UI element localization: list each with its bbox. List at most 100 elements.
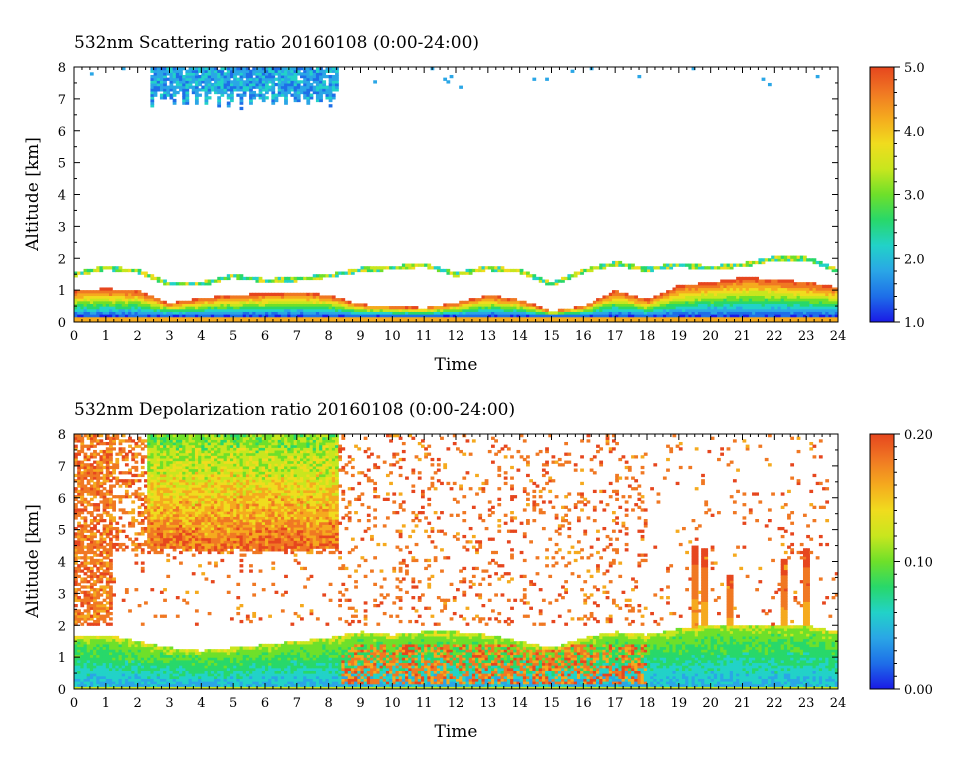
depolarization-heat-cell xyxy=(131,681,136,685)
depolarization-heat-cell xyxy=(128,678,132,682)
depolarization-heat-cell xyxy=(105,542,110,547)
depolarization-heat-cell xyxy=(74,473,78,478)
scattering-heat-cell xyxy=(255,308,260,312)
scattering-heat-cell xyxy=(156,316,161,320)
scattering-heat-cell xyxy=(242,90,247,95)
colorbar-tick-label: 1.0 xyxy=(904,316,925,331)
scattering-heat-cell xyxy=(214,74,218,79)
scattering-heat-cell xyxy=(761,287,766,291)
scattering-heat-cell xyxy=(774,314,779,318)
depolarization-heat-cell xyxy=(96,651,101,656)
scattering-heat-cell xyxy=(818,316,823,320)
scattering-heat-cell xyxy=(742,298,747,302)
scattering-heat-cell xyxy=(300,74,304,79)
scattering-heat-cell xyxy=(105,308,110,312)
scattering-heat-cell xyxy=(198,74,202,79)
depolarization-heat-cell xyxy=(89,526,94,531)
scattering-heat-cell xyxy=(322,82,327,87)
scattering-heat-cell xyxy=(229,98,234,103)
scattering-heat-cell xyxy=(201,282,206,286)
depolarization-heat-cell xyxy=(99,683,104,687)
scattering-heat-cell xyxy=(341,316,346,320)
depolarization-heat-cell xyxy=(134,654,139,658)
x-tick-label: 1 xyxy=(102,329,110,344)
scattering-heat-cell xyxy=(109,311,113,315)
scattering-heat-cell xyxy=(280,85,285,89)
scattering-heat-cell xyxy=(793,319,798,322)
scattering-heat-cell xyxy=(306,311,311,315)
scattering-heat-cell xyxy=(675,300,680,305)
scattering-heat-cell xyxy=(618,263,623,267)
scattering-heat-cell xyxy=(822,295,826,299)
depolarization-heat-cell xyxy=(140,561,145,565)
scattering-heat-cell xyxy=(806,284,810,289)
scattering-heat-cell xyxy=(736,279,740,283)
scattering-heat-cell xyxy=(729,279,734,283)
scattering-heat-cell xyxy=(166,306,171,310)
scattering-heat-cell xyxy=(631,298,635,302)
scattering-heat-cell xyxy=(331,319,336,322)
scattering-heat-cell xyxy=(255,72,260,76)
scattering-heat-cell xyxy=(268,292,272,297)
scattering-heat-cell xyxy=(124,290,129,294)
scattering-heat-cell xyxy=(764,284,769,289)
depolarization-heat-cell xyxy=(102,678,107,682)
scattering-heat-cell xyxy=(688,263,693,267)
scattering-heat-cell xyxy=(697,314,702,318)
scattering-heat-cell xyxy=(618,306,623,310)
depolarization-heat-cell xyxy=(134,667,139,672)
scattering-heat-cell xyxy=(449,316,454,320)
scattering-heat-cell xyxy=(277,77,282,81)
depolarization-heat-cell xyxy=(112,641,116,645)
scattering-heat-cell xyxy=(729,316,734,320)
scattering-heat-cell xyxy=(640,298,645,302)
scattering-heat-cell xyxy=(201,69,206,73)
depolarization-heat-cell xyxy=(89,614,94,618)
scattering-heat-cell xyxy=(350,311,355,315)
scattering-heat-cell xyxy=(303,295,307,299)
scattering-heat-cell xyxy=(710,266,715,270)
scattering-heat-cell xyxy=(780,300,785,305)
colorbar-tick-label: 3.0 xyxy=(904,189,925,204)
depolarization-heat-cell xyxy=(86,686,91,689)
scattering-heat-cell xyxy=(589,268,594,273)
scattering-heat-cell xyxy=(265,67,269,71)
scattering-heat-cell xyxy=(627,306,632,310)
depolarization-heat-cell xyxy=(74,513,78,517)
depolarization-heat-cell xyxy=(115,686,120,689)
depolarization-heat-cell xyxy=(89,471,94,475)
depolarization-heat-cell xyxy=(89,667,94,672)
scattering-heat-cell xyxy=(277,319,282,322)
scattering-heat-cell xyxy=(424,263,428,267)
depolarization-heat-cell xyxy=(118,452,123,456)
depolarization-heat-cell xyxy=(74,635,78,640)
depolarization-heat-cell xyxy=(134,455,139,459)
depolarization-heat-cell xyxy=(118,665,123,669)
scattering-heat-cell xyxy=(599,319,604,322)
scattering-heat-cell xyxy=(666,308,670,312)
scattering-heat-cell xyxy=(471,319,476,322)
scattering-heat-cell xyxy=(144,316,148,320)
depolarization-heat-cell xyxy=(124,479,129,483)
scattering-heat-cell xyxy=(443,311,448,315)
scattering-heat-cell xyxy=(325,314,330,318)
scattering-heat-cell xyxy=(643,300,648,305)
depolarization-heat-cell xyxy=(137,521,142,525)
scattering-heat-cell xyxy=(758,311,763,315)
scattering-heat-cell xyxy=(382,308,387,312)
scattering-heat-cell xyxy=(223,311,228,315)
scattering-heat-cell xyxy=(717,292,721,297)
scattering-heat-cell xyxy=(233,311,237,315)
depolarization-heat-cell xyxy=(96,609,101,613)
depolarization-heat-cell xyxy=(109,662,113,666)
scattering-heat-cell xyxy=(618,316,623,320)
scattering-heat-cell xyxy=(93,292,97,297)
scattering-heat-cell xyxy=(150,90,155,95)
scattering-heat-cell xyxy=(608,316,613,320)
depolarization-heat-cell xyxy=(74,582,78,587)
scattering-heat-cell xyxy=(818,300,823,305)
scattering-heat-cell xyxy=(140,271,145,275)
scattering-heat-cell xyxy=(287,306,292,310)
scattering-heat-cell xyxy=(156,72,161,76)
scattering-heat-cell xyxy=(748,300,753,305)
